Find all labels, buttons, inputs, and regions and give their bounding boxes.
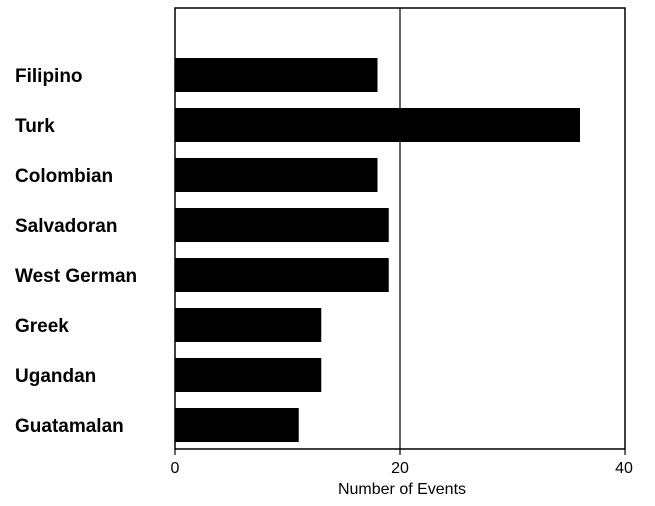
category-label: West German — [15, 266, 137, 287]
category-label: Greek — [15, 316, 69, 337]
bar-turk — [175, 108, 580, 142]
category-label: Ugandan — [15, 366, 96, 387]
category-label: Colombian — [15, 166, 113, 187]
bar-greek — [175, 308, 321, 342]
bar-guatamalan — [175, 408, 299, 442]
bars — [175, 58, 580, 442]
bar-west-german — [175, 258, 389, 292]
category-label: Guatamalan — [15, 416, 124, 437]
category-label: Salvadoran — [15, 216, 117, 237]
x-tick-label: 20 — [391, 460, 409, 477]
category-label: Filipino — [15, 66, 83, 87]
bar-ugandan — [175, 358, 321, 392]
bar-filipino — [175, 58, 378, 92]
x-axis-title: Number of Events — [338, 481, 466, 498]
bar-salvadoran — [175, 208, 389, 242]
x-tick-label: 0 — [171, 460, 180, 477]
category-labels: Filipino Turk Colombian Salvadoran West Germ… — [15, 66, 137, 437]
x-axis-ticks: 0 20 40 — [171, 449, 633, 477]
x-tick-label: 40 — [615, 460, 633, 477]
category-label: Turk — [15, 116, 55, 137]
bar-colombian — [175, 158, 378, 192]
